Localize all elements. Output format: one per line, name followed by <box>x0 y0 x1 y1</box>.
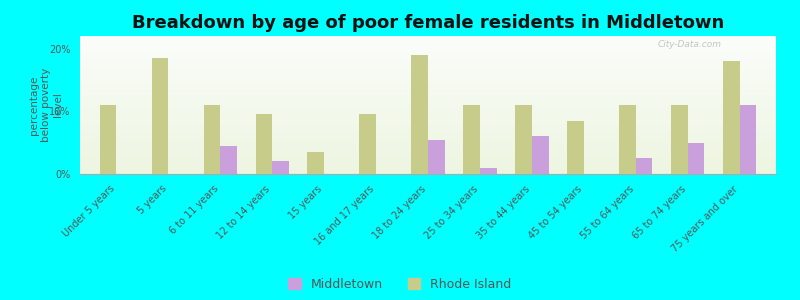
Bar <box>80 116 776 119</box>
Bar <box>80 41 776 44</box>
Title: Breakdown by age of poor female residents in Middletown: Breakdown by age of poor female resident… <box>132 14 724 32</box>
Bar <box>80 100 776 102</box>
Bar <box>80 169 776 171</box>
Bar <box>636 158 652 174</box>
Bar <box>688 142 704 174</box>
Bar <box>567 121 584 174</box>
Bar <box>80 64 776 66</box>
Bar <box>80 77 776 80</box>
Bar <box>152 58 168 174</box>
Bar <box>80 133 776 135</box>
Bar <box>80 119 776 122</box>
Bar <box>80 105 776 108</box>
Bar <box>80 47 776 50</box>
Bar <box>619 105 636 174</box>
Bar <box>80 88 776 91</box>
Bar <box>80 160 776 163</box>
Bar <box>723 61 740 174</box>
Bar <box>80 39 776 41</box>
Bar <box>80 44 776 47</box>
Bar <box>80 155 776 158</box>
Bar <box>80 138 776 141</box>
Bar <box>428 140 445 174</box>
Bar <box>80 171 776 174</box>
Bar <box>80 127 776 130</box>
Bar <box>80 146 776 149</box>
Bar <box>80 108 776 110</box>
Bar <box>80 69 776 72</box>
Bar <box>255 114 272 174</box>
Bar <box>80 135 776 138</box>
Bar <box>100 105 116 174</box>
Bar <box>80 122 776 124</box>
Bar <box>80 97 776 100</box>
Bar <box>307 152 324 174</box>
Bar <box>80 152 776 155</box>
Bar <box>532 136 549 174</box>
Text: City-Data.com: City-Data.com <box>658 40 722 49</box>
Bar <box>80 149 776 152</box>
Bar <box>80 75 776 77</box>
Bar <box>411 55 428 174</box>
Bar <box>80 130 776 133</box>
Bar <box>80 113 776 116</box>
Bar <box>80 66 776 69</box>
Bar <box>80 124 776 127</box>
Bar <box>80 110 776 113</box>
Bar <box>80 86 776 88</box>
Bar <box>80 72 776 75</box>
Bar <box>80 166 776 169</box>
Bar <box>80 141 776 144</box>
Bar <box>480 168 497 174</box>
Bar <box>80 50 776 52</box>
Y-axis label: percentage
below poverty
level: percentage below poverty level <box>30 68 62 142</box>
Bar <box>220 146 237 174</box>
Bar <box>80 61 776 64</box>
Bar <box>80 158 776 160</box>
Bar <box>463 105 480 174</box>
Bar <box>80 80 776 83</box>
Bar <box>80 83 776 86</box>
Bar <box>359 114 376 174</box>
Bar <box>272 161 289 174</box>
Bar <box>80 55 776 58</box>
Bar <box>515 105 532 174</box>
Bar <box>80 144 776 146</box>
Bar <box>80 52 776 55</box>
Bar <box>80 102 776 105</box>
Bar <box>80 91 776 94</box>
Legend: Middletown, Rhode Island: Middletown, Rhode Island <box>288 278 512 291</box>
Bar <box>80 94 776 97</box>
Bar <box>740 105 756 174</box>
Bar <box>204 105 220 174</box>
Bar <box>671 105 688 174</box>
Bar <box>80 58 776 61</box>
Bar <box>80 163 776 166</box>
Bar <box>80 36 776 39</box>
